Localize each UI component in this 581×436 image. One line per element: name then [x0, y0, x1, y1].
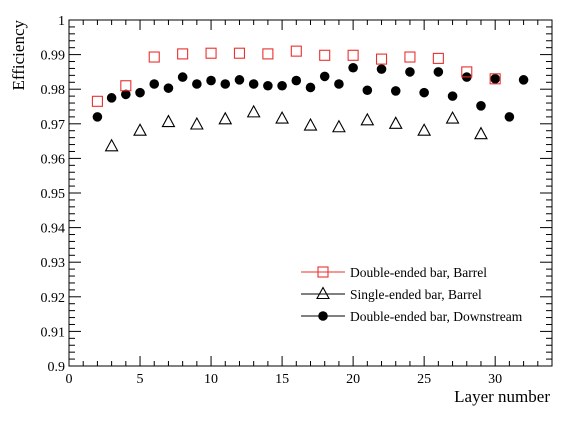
filled-circle-point: [376, 64, 387, 74]
open-triangle-point: [161, 114, 176, 128]
legend: Double-ended bar, Barrel Single-ended bar…: [301, 265, 523, 324]
y-axis-title: Efficiency: [9, 20, 28, 91]
filled-circle-point: [490, 74, 500, 84]
series-open-triangle: [104, 104, 488, 152]
open-square-point: [347, 49, 359, 61]
y-tick-label: 0.99: [41, 49, 66, 64]
filled-circle-point: [433, 67, 444, 77]
open-square-point: [262, 48, 274, 60]
filled-circle-point: [206, 75, 216, 86]
open-square-point: [177, 48, 189, 60]
filled-circle-point: [476, 101, 486, 111]
filled-circle-point: [135, 87, 145, 98]
y-tick-label: 0.95: [41, 187, 66, 202]
filled-circle-point: [248, 79, 259, 89]
y-tick-label: 0.98: [41, 83, 66, 98]
open-triangle-point: [133, 123, 147, 136]
open-triangle-point: [303, 117, 318, 131]
filled-circle-point: [163, 83, 174, 93]
filled-circle-point: [263, 80, 273, 91]
series-filled-circle: [92, 62, 529, 122]
open-triangle-point: [218, 111, 233, 125]
open-triangle-point: [246, 104, 261, 118]
open-square-point: [489, 73, 501, 85]
open-square-point: [290, 45, 302, 57]
open-triangle-point: [417, 123, 432, 136]
open-triangle-point: [275, 110, 290, 124]
open-square-point: [120, 80, 132, 92]
open-square-point: [319, 49, 331, 61]
legend-marker-open-triangle: [316, 286, 330, 300]
filled-circle-point: [305, 82, 316, 93]
y-tick-label: 0.94: [41, 222, 66, 237]
legend-label: Double-ended bar, Barrel: [350, 265, 487, 280]
filled-circle-point: [390, 86, 401, 96]
filled-circle-point: [419, 87, 429, 98]
x-tick-label: 10: [204, 372, 218, 387]
y-tick-label: 0.92: [41, 291, 66, 306]
filled-circle-point: [234, 75, 245, 85]
axes: 0 5 10 15 20 25 30 0.9 0.91 0.92 0.93 0.94 0.95 0.96 0…: [41, 14, 553, 387]
filled-circle-point: [177, 72, 188, 82]
filled-circle-point: [447, 91, 458, 101]
open-square-point: [375, 53, 388, 65]
x-tick-label: 25: [417, 372, 431, 387]
open-square-point: [233, 47, 246, 59]
filled-circle-point: [405, 67, 415, 77]
series-open-square: [91, 45, 501, 107]
x-tick-label: 15: [275, 372, 289, 387]
open-square-point: [404, 51, 416, 63]
legend-label: Single-ended bar, Barrel: [350, 287, 482, 302]
filled-circle-point: [504, 112, 515, 122]
y-tick-label: 1: [58, 14, 65, 29]
filled-circle-point: [220, 79, 231, 89]
filled-circle-point: [121, 89, 131, 100]
open-triangle-point: [445, 110, 460, 124]
filled-circle-point: [518, 75, 529, 85]
x-axis-title: Layer number: [454, 387, 550, 406]
legend-marker-open-square: [317, 266, 329, 278]
filled-circle-point: [106, 93, 117, 103]
filled-circle-point: [192, 79, 202, 89]
filled-circle-point: [92, 112, 103, 122]
y-tick-label: 0.97: [41, 118, 66, 133]
open-square-point: [432, 52, 444, 64]
y-tick-label: 0.91: [41, 325, 66, 340]
open-square-point: [205, 47, 217, 59]
open-triangle-point: [331, 119, 346, 133]
x-tick-label: 20: [346, 372, 360, 387]
open-square-point: [461, 66, 473, 78]
y-tick-label: 0.96: [41, 152, 66, 167]
legend-marker-filled-circle: [318, 311, 328, 321]
legend-label: Double-ended bar, Downstream: [350, 309, 523, 324]
open-triangle-point: [360, 112, 375, 126]
filled-circle-point: [149, 79, 160, 89]
filled-circle-point: [319, 71, 330, 82]
filled-circle-point: [348, 62, 358, 73]
open-triangle-point: [189, 116, 204, 130]
open-square-point: [91, 95, 103, 107]
open-triangle-point: [474, 126, 488, 140]
filled-circle-point: [277, 80, 287, 91]
open-triangle-point: [388, 116, 403, 129]
y-tick-label: 0.93: [41, 256, 66, 271]
filled-circle-point: [334, 79, 344, 89]
x-tick-label: 30: [488, 372, 502, 387]
filled-circle-point: [291, 75, 302, 86]
data-marks: [91, 45, 529, 152]
open-square-point: [148, 51, 160, 63]
x-tick-label: 0: [66, 372, 73, 387]
open-triangle-point: [104, 138, 119, 152]
filled-circle-point: [362, 85, 373, 96]
y-tick-label: 0.9: [48, 360, 66, 375]
x-tick-label: 5: [137, 372, 144, 387]
